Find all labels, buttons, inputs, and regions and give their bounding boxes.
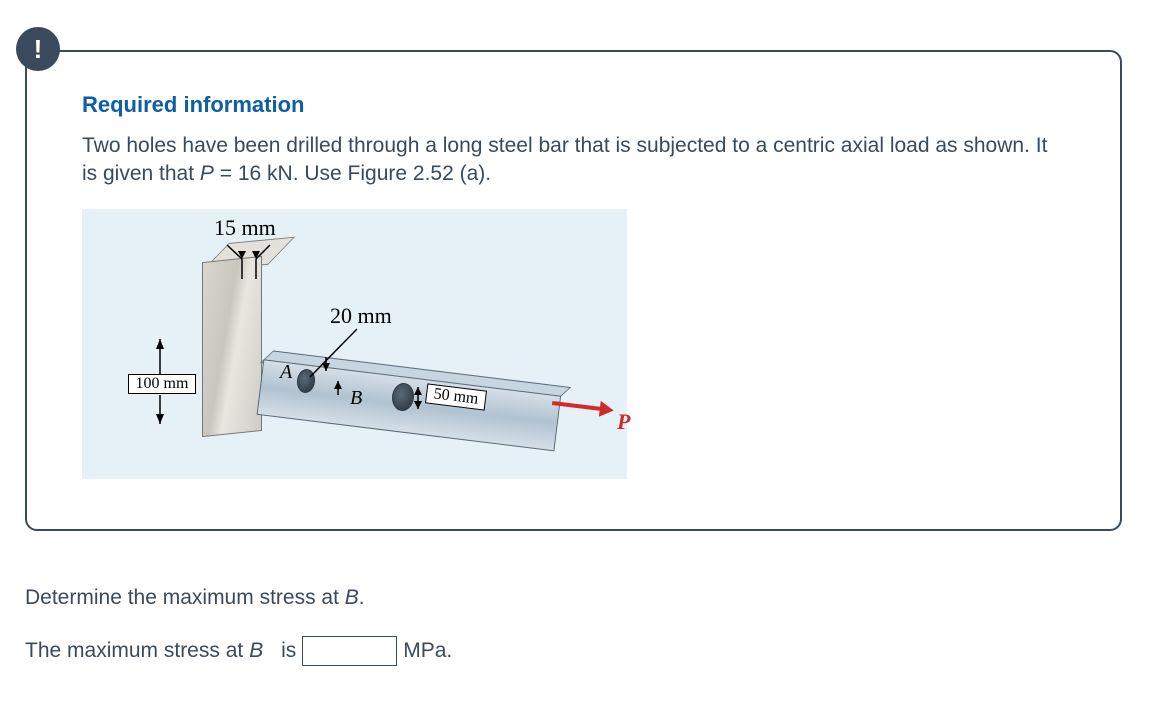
question-section: Determine the maximum stress at B. The m… — [25, 558, 1122, 666]
question-text: Determine the maximum stress at B. — [25, 586, 1122, 610]
question-post: . — [359, 586, 365, 609]
figure-diagram: 15 mm 20 mm 100 mm 50 mm A B P — [82, 209, 627, 479]
load-P-label: P — [617, 409, 630, 435]
answer-mid: is — [281, 639, 296, 663]
answer-unit: MPa. — [403, 639, 452, 663]
dim-100mm-label: 100 mm — [128, 374, 196, 394]
answer-pre: The maximum stress at — [25, 639, 243, 663]
dim-15mm-label: 15 mm — [214, 215, 276, 241]
point-A-label: A — [280, 361, 292, 384]
problem-statement: Two holes have been drilled through a lo… — [82, 132, 1065, 189]
exclamation-icon: ! — [34, 34, 43, 65]
required-info-icon: ! — [16, 27, 60, 71]
question-pre: Determine the maximum stress at — [25, 586, 345, 609]
var-P: P — [200, 162, 214, 185]
arrow-head-icon — [599, 401, 615, 419]
stress-value-input[interactable] — [302, 636, 397, 666]
answer-var-B: B — [249, 639, 263, 663]
problem-panel: Required information Two holes have been… — [25, 50, 1122, 531]
point-B-label: B — [350, 387, 362, 410]
answer-row: The maximum stress at B is MPa. — [25, 636, 1122, 666]
dim-20mm-label: 20 mm — [330, 303, 392, 329]
required-information-title: Required information — [82, 92, 1065, 118]
problem-text-eq: = 16 kN. Use Figure 2.52 (a). — [214, 162, 491, 185]
question-var-B: B — [345, 586, 359, 609]
wall-block — [202, 256, 262, 437]
